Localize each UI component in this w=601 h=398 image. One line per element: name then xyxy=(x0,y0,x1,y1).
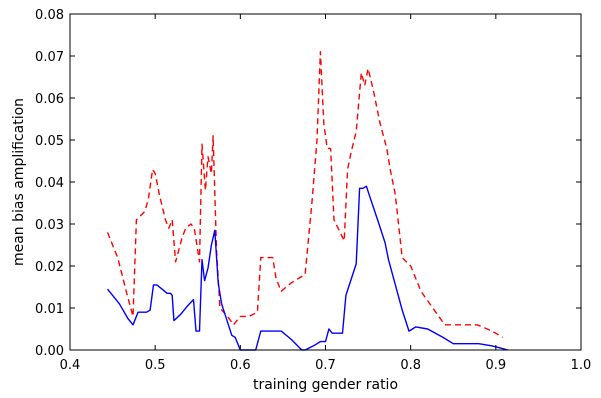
x-tick-label: 0.4 xyxy=(60,358,81,373)
plot-frame xyxy=(69,13,582,351)
y-tick-label: 0.06 xyxy=(35,92,64,107)
y-tick-label: 0.00 xyxy=(35,344,64,359)
x-axis-label: training gender ratio xyxy=(253,377,398,393)
y-tick-label: 0.04 xyxy=(35,176,64,191)
ticks-layer: 0.4 0.5 0.6 0.7 0.8 0.9 1.0 0.00 0.01 0.02 0.03 0.0… xyxy=(35,8,591,373)
y-tick-label: 0.08 xyxy=(35,8,64,23)
x-tick-label: 0.9 xyxy=(485,358,506,373)
blue-solid-series-line xyxy=(106,185,508,351)
y-tick-label: 0.05 xyxy=(35,134,64,149)
y-tick-label: 0.01 xyxy=(35,302,64,317)
x-tick-label: 1.0 xyxy=(571,358,592,373)
series-layer xyxy=(106,51,508,351)
x-tick-label: 0.8 xyxy=(400,358,421,373)
x-tick-label: 0.5 xyxy=(145,358,166,373)
x-tick-label: 0.6 xyxy=(230,358,251,373)
y-tick-label: 0.03 xyxy=(35,218,64,233)
x-tick-label: 0.7 xyxy=(315,358,336,373)
red-dashed-series-line xyxy=(106,51,503,338)
y-tick-label: 0.02 xyxy=(35,260,64,275)
y-tick-label: 0.07 xyxy=(35,50,64,65)
y-axis-label: mean bias amplification xyxy=(11,98,27,266)
